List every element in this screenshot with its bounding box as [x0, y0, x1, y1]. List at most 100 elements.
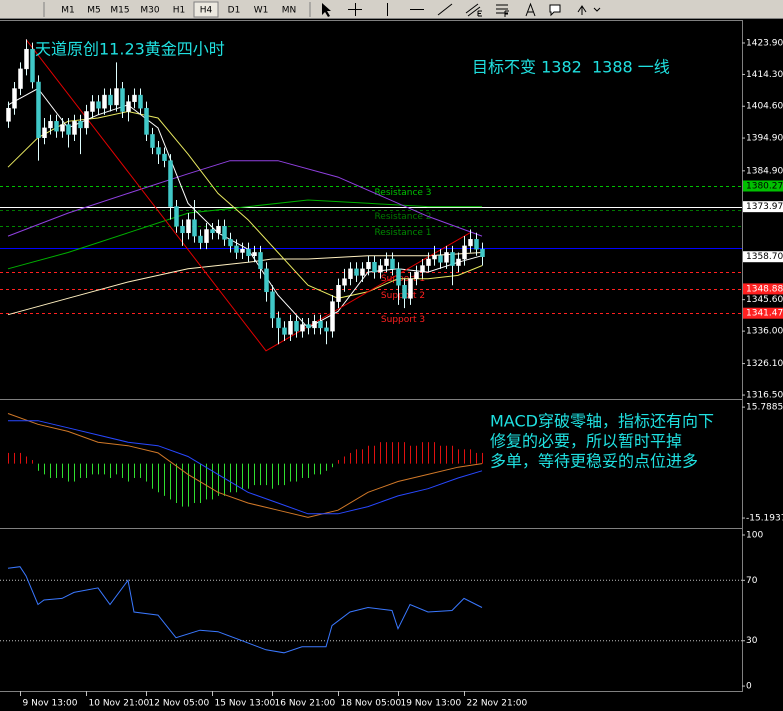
timeframe-button[interactable]: M15 — [108, 2, 132, 17]
timeframe-button[interactable]: M1 — [56, 2, 80, 17]
histogram-bar — [320, 463, 321, 475]
histogram-bar — [386, 442, 387, 464]
x-tick-label: 18 Nov 05:00 — [341, 699, 402, 709]
histogram-bar — [152, 463, 153, 489]
histogram-bar — [290, 463, 291, 482]
last-price-label: 1358.70 — [746, 252, 783, 262]
histogram-bar — [482, 452, 483, 464]
candle-body — [354, 268, 359, 276]
histogram-bar — [50, 463, 51, 478]
panel: 0 30 70 100 9 Nov 13:00 10 Nov 21:00 12 Nov 05… — [0, 530, 763, 709]
histogram-bar — [362, 449, 363, 464]
histogram-bar — [266, 463, 267, 486]
crosshair-tool[interactable] — [348, 3, 362, 16]
button-label: M15 — [110, 6, 129, 16]
histogram-bar — [440, 445, 441, 464]
fibonacci-tool[interactable] — [496, 4, 509, 17]
candle-body — [426, 258, 431, 266]
button-label: M1 — [61, 6, 75, 16]
histogram-bar — [134, 463, 135, 478]
candle-body — [180, 225, 185, 234]
macd-line — [7, 413, 483, 518]
chart-note: 目标不变 1382 1388 一线 — [472, 58, 670, 77]
histogram-bar — [194, 463, 195, 504]
timeframe-button[interactable]: H4 — [193, 1, 219, 18]
histogram-bar — [398, 442, 399, 464]
x-tick-label: 9 Nov 13:00 — [23, 699, 78, 709]
histogram-bar — [242, 463, 243, 489]
candle-body — [60, 124, 65, 132]
y-tick-label: 1316.50 — [746, 391, 783, 401]
candle-body — [234, 245, 239, 253]
candle-body — [396, 268, 401, 286]
x-tick-label: 10 Nov 21:00 — [89, 699, 150, 709]
y-tick-label: 70 — [746, 576, 758, 586]
timeframe-button[interactable]: MN — [277, 2, 301, 17]
histogram-bar — [260, 463, 261, 486]
y-tick-label: 15.7885 — [746, 403, 783, 413]
timeframe-button[interactable]: W1 — [249, 2, 273, 17]
histogram-bar — [146, 463, 147, 482]
histogram-bar — [68, 463, 69, 482]
histogram-bar — [458, 449, 459, 464]
button-face — [222, 2, 246, 17]
histogram-bar — [200, 463, 201, 504]
cursor-tool[interactable] — [322, 3, 331, 17]
candle-body — [174, 206, 179, 227]
histogram-bar — [158, 463, 159, 493]
x-tick-label: 15 Nov 13:00 — [215, 699, 276, 709]
candle-body — [156, 147, 161, 155]
histogram-bar — [86, 463, 87, 478]
candle-body — [198, 235, 203, 243]
candle-body — [24, 48, 29, 70]
price-label: 1348.88 — [746, 284, 783, 294]
timeframe-button[interactable]: M5 — [82, 2, 106, 17]
histogram-bar — [284, 463, 285, 486]
label-tool[interactable] — [549, 4, 561, 17]
candle-body — [6, 107, 11, 122]
candle-body — [450, 252, 455, 266]
x-tick-label: 19 Nov 13:00 — [401, 699, 462, 709]
timeframe-button[interactable]: M30 — [138, 2, 162, 17]
trendline-tool[interactable] — [437, 3, 453, 16]
timeframe-button[interactable]: H1 — [167, 2, 191, 17]
candle-body — [54, 121, 59, 132]
candle-body — [102, 94, 107, 109]
rsi-line — [7, 566, 483, 654]
button-face — [193, 1, 219, 18]
button-face — [108, 2, 132, 17]
button-label: H1 — [173, 6, 186, 16]
histogram-bar — [110, 463, 111, 478]
candle-body — [414, 271, 419, 279]
candle-body — [48, 121, 53, 129]
histogram-bar — [476, 452, 477, 464]
chart-caption: 天道原创11.23黄金四小时 — [35, 40, 225, 59]
candle-body — [72, 121, 77, 135]
histogram-bar — [224, 463, 225, 496]
histogram-bar — [62, 463, 63, 478]
candle-body — [378, 265, 383, 273]
histogram-bar — [374, 445, 375, 464]
candle-body — [402, 284, 407, 299]
candle-body — [312, 321, 317, 329]
histogram-bar — [212, 463, 213, 500]
timeframe-button[interactable]: D1 — [222, 2, 246, 17]
histogram-bar — [404, 442, 405, 464]
channel-tool[interactable] — [465, 3, 482, 17]
x-tick-label: 22 Nov 21:00 — [467, 699, 528, 709]
y-tick-label: 100 — [746, 530, 763, 540]
button-face — [167, 2, 191, 17]
level-name: Resistance 2 — [374, 212, 431, 222]
candle-body — [456, 258, 461, 266]
text-tool[interactable] — [525, 2, 536, 17]
candle-body — [228, 239, 233, 247]
arrows-tool[interactable] — [577, 5, 601, 15]
candle-body — [294, 321, 299, 332]
histogram-bar — [314, 463, 315, 475]
histogram-bar — [350, 452, 351, 464]
candle-body — [306, 324, 311, 329]
histogram-bar — [326, 463, 327, 471]
candle-body — [360, 268, 365, 276]
histogram-bar — [338, 460, 339, 464]
